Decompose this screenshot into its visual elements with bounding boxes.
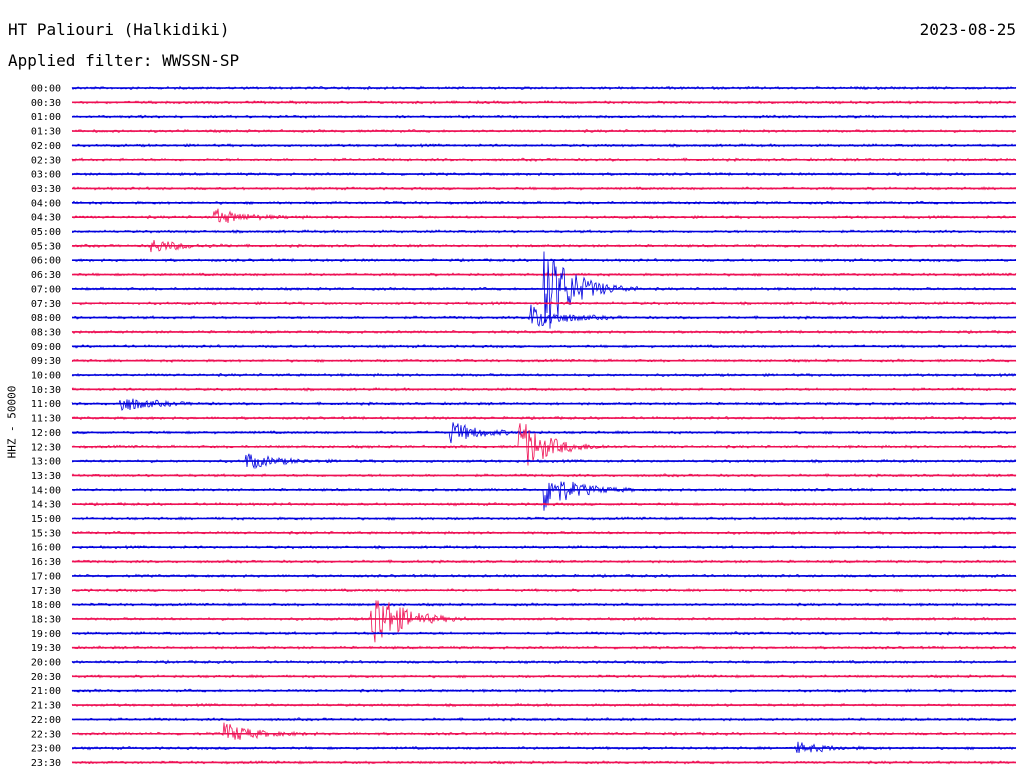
row-time-label: 14:30 [31,500,61,511]
trace-1530 [71,530,1017,536]
trace-2300 [71,741,1017,754]
trace-0830 [71,329,1017,335]
trace-1430 [71,501,1017,507]
row-time-label: 20:30 [31,672,61,683]
row-time-label: 03:00 [31,170,61,181]
row-time-label: 10:30 [31,385,61,396]
trace-2030 [71,673,1017,679]
trace-0730 [71,300,1017,306]
trace-2130 [71,702,1017,708]
trace-1700 [71,573,1017,579]
row-time-label: 08:30 [31,327,61,338]
row-time-label: 02:00 [31,141,61,152]
trace-1330 [71,472,1017,478]
trace-0530 [71,240,1017,253]
row-time-label: 18:00 [31,600,61,611]
row-time-label: 23:00 [31,744,61,755]
row-time-label: 15:30 [31,528,61,539]
row-time-label: 04:00 [31,198,61,209]
trace-0300 [71,171,1017,177]
row-time-label: 08:00 [31,313,61,324]
trace-1900 [71,630,1017,636]
trace-2200 [71,716,1017,722]
row-time-label: 23:30 [31,758,61,769]
row-time-label: 13:30 [31,471,61,482]
row-time-label: 16:30 [31,557,61,568]
trace-1500 [71,516,1017,521]
row-time-label: 15:00 [31,514,61,525]
trace-0430 [71,208,1017,223]
row-time-label: 18:30 [31,614,61,625]
row-time-label: 05:00 [31,227,61,238]
trace-1400 [71,481,1017,511]
trace-0000 [71,85,1017,91]
row-time-label: 22:00 [31,715,61,726]
row-time-label: 09:30 [31,356,61,367]
trace-0930 [71,358,1017,363]
row-time-label: 21:30 [31,701,61,712]
row-time-label: 10:00 [31,371,61,382]
row-time-label: 00:00 [31,84,61,95]
row-time-label: 06:00 [31,256,61,267]
row-time-label: 01:00 [31,112,61,123]
station-title: HT Paliouri (Halkidiki) [8,20,230,39]
trace-1730 [71,587,1017,593]
date-label: 2023-08-25 [919,20,1016,39]
trace-1830 [71,600,1017,643]
trace-1100 [71,398,1017,412]
trace-0200 [71,142,1017,148]
filter-label: Applied filter: WWSSN-SP [8,51,240,70]
trace-0500 [72,229,1017,235]
row-time-label: 01:30 [31,127,61,138]
trace-1130 [71,415,1017,421]
row-time-label: 11:30 [31,414,61,425]
row-time-label: 02:30 [31,155,61,166]
row-time-label: 05:30 [31,241,61,252]
row-time-label: 12:30 [31,442,61,453]
row-time-label: 03:30 [31,184,61,195]
trace-0100 [71,114,1017,120]
row-time-label: 11:00 [31,399,61,410]
trace-0900 [71,344,1017,349]
row-time-label: 19:00 [31,629,61,640]
trace-1800 [71,602,1017,608]
row-time-label: 04:30 [31,213,61,224]
trace-2230 [71,722,1017,740]
row-time-label: 06:30 [31,270,61,281]
row-time-label: 21:00 [31,686,61,697]
trace-0330 [71,185,1017,191]
trace-2000 [71,659,1017,665]
trace-1200 [71,422,1017,444]
trace-0800 [71,304,1017,327]
trace-0030 [71,99,1017,105]
trace-1030 [71,386,1017,392]
trace-1230 [71,423,1017,466]
trace-0230 [71,157,1017,163]
trace-0130 [71,128,1017,134]
row-time-label: 14:00 [31,485,61,496]
row-time-label: 07:30 [31,299,61,310]
row-time-label: 17:30 [31,586,61,597]
row-time-label: 12:00 [31,428,61,439]
trace-2100 [71,688,1017,694]
row-time-label: 19:30 [31,643,61,654]
trace-1300 [72,453,1017,470]
trace-1930 [71,645,1017,650]
row-time-label: 20:00 [31,658,61,669]
trace-0400 [71,200,1017,206]
trace-0700 [71,251,1017,329]
trace-1000 [71,372,1017,378]
row-time-label: 17:00 [31,571,61,582]
trace-1600 [71,544,1017,550]
row-time-label: 16:00 [31,543,61,554]
row-time-label: 00:30 [31,98,61,109]
row-time-label: 22:30 [31,729,61,740]
row-time-label: 07:00 [31,284,61,295]
row-time-label: 13:00 [31,457,61,468]
row-time-label: 09:00 [31,342,61,353]
trace-1630 [71,558,1017,564]
trace-2330 [71,760,1016,765]
